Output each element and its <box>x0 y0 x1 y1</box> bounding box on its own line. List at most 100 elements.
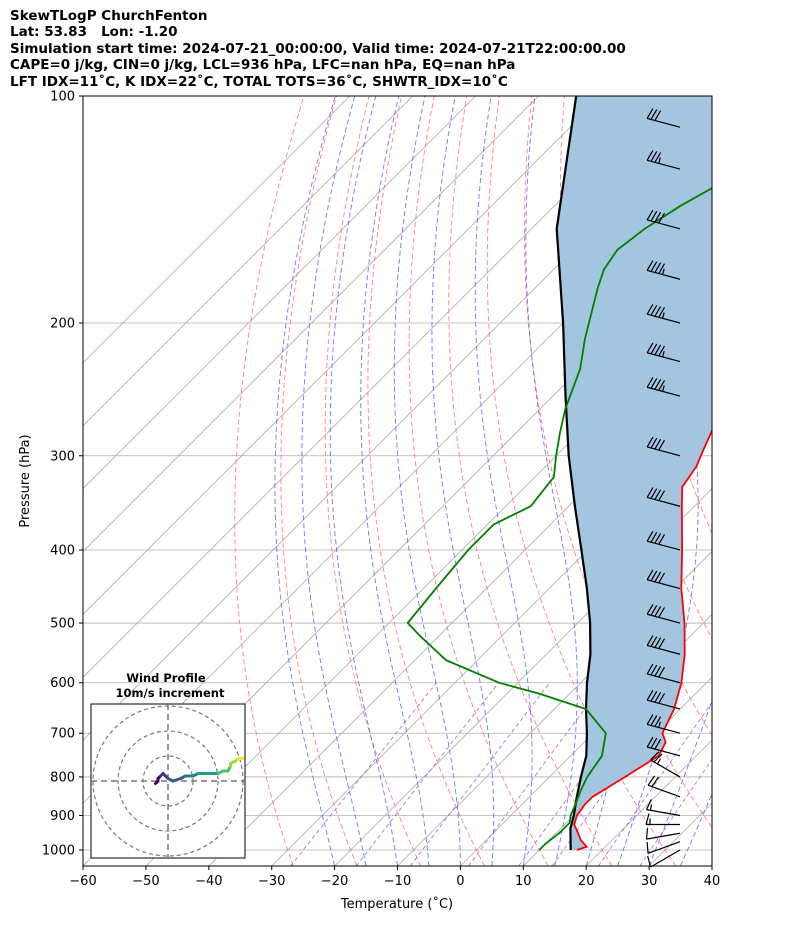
isotherm <box>711 865 712 866</box>
mixing-ratio-line <box>355 682 499 866</box>
barb-shaft <box>647 496 681 507</box>
barb-flag <box>650 210 658 222</box>
wind-barb <box>646 690 681 710</box>
barb-shaft <box>647 841 681 854</box>
barb-shaft <box>647 699 681 710</box>
barb-flag <box>654 716 662 727</box>
moist-adiabat <box>474 96 533 866</box>
y-tick-label: 500 <box>50 617 75 632</box>
barb-flag <box>654 344 662 356</box>
isotherm <box>775 96 794 866</box>
barb-flag <box>650 751 660 761</box>
barb-shaft <box>647 579 681 590</box>
isotherm <box>83 96 602 615</box>
wind-barb <box>646 342 681 363</box>
barb-flag <box>658 693 666 704</box>
moist-adiabat <box>329 96 398 866</box>
y-tick-label: 600 <box>50 676 75 691</box>
dry-adiabat <box>234 96 305 866</box>
isotherm <box>145 299 712 866</box>
barb-shaft <box>647 269 681 280</box>
barb-flag <box>646 304 654 315</box>
mixing-ratio-line <box>598 701 712 866</box>
moist-adiabat <box>393 96 461 866</box>
barb-flag <box>658 439 666 451</box>
moist-adiabat <box>617 96 699 866</box>
isotherm <box>83 96 665 678</box>
barb-flag <box>650 664 658 676</box>
barb-flag <box>646 841 649 854</box>
barb-flag <box>646 436 654 448</box>
cape-line: CAPE=0 j/kg, CIN=0 j/kg, LCL=936 hPa, LF… <box>10 57 516 74</box>
barb-flag <box>650 437 658 449</box>
barb-shaft <box>647 540 681 551</box>
barb-shaft <box>647 219 681 230</box>
y-tick-label: 800 <box>50 770 75 785</box>
cin-shading <box>556 96 712 850</box>
barb-shaft <box>647 673 681 684</box>
isotherm <box>83 96 351 364</box>
barb-flag <box>650 737 658 749</box>
barb-shaft <box>647 352 681 363</box>
barb-flag <box>654 110 662 121</box>
x-tick-label: −10 <box>384 874 411 889</box>
barb-flag <box>654 533 662 544</box>
barb-flag <box>646 209 654 221</box>
dry-adiabat <box>448 96 613 866</box>
hodograph-inset: Wind Profile 10m/s increment <box>90 671 246 859</box>
x-tick-label: −50 <box>132 874 159 889</box>
barb-half-flag <box>658 157 661 164</box>
y-tick-label: 400 <box>50 543 75 558</box>
wind-barb <box>646 531 681 551</box>
barb-flag <box>650 570 658 582</box>
barb-flag <box>654 152 662 163</box>
y-tick-label: 200 <box>50 316 75 331</box>
dry-adiabat <box>523 96 712 829</box>
mixing-ratio-line <box>290 682 437 866</box>
moist-adiabat <box>274 96 336 866</box>
moist-adiabat <box>711 864 712 866</box>
wind-barb <box>646 377 681 397</box>
inset-title: Wind Profile <box>126 671 206 685</box>
barb-flag <box>654 262 662 273</box>
y-tick-label: 300 <box>50 449 75 464</box>
barb-flag <box>658 638 666 649</box>
barb-flag <box>646 150 654 161</box>
wind-barb <box>647 849 681 868</box>
barb-flag <box>650 305 658 316</box>
barb-flag <box>650 605 658 616</box>
mixing-ratio-line <box>639 758 712 866</box>
barb-flag <box>658 380 666 391</box>
barb-flag <box>646 377 654 388</box>
barb-flag <box>654 306 662 317</box>
barb-flag <box>646 635 654 646</box>
barb-flag <box>658 572 666 584</box>
dry-adiabat <box>760 96 794 866</box>
y-tick-label: 1000 <box>42 844 75 859</box>
wind-barb <box>646 604 681 624</box>
x-tick-label: −40 <box>195 874 222 889</box>
dry-adiabat <box>486 96 677 866</box>
barb-flag <box>645 827 649 840</box>
barb-flag <box>650 691 658 702</box>
barb-flag <box>658 490 666 501</box>
wind-barb <box>646 150 681 170</box>
x-tick-label: −30 <box>258 874 285 889</box>
mixing-ratio-line <box>410 682 550 866</box>
y-tick-label: 900 <box>50 809 75 824</box>
barb-half-flag <box>656 758 662 765</box>
wind-barb <box>646 436 681 457</box>
barb-flag <box>654 489 662 500</box>
moist-adiabat <box>680 792 712 866</box>
x-tick-label: 0 <box>456 874 464 889</box>
mixing-ratio-line <box>468 682 605 866</box>
barb-flag <box>646 531 654 542</box>
barb-flag <box>654 571 662 583</box>
moist-adiabat <box>525 96 578 866</box>
barb-flag <box>650 532 658 543</box>
barb-flag <box>650 261 658 272</box>
barb-flag <box>646 342 654 354</box>
wind-barb <box>650 751 681 778</box>
barb-flag <box>650 488 658 499</box>
